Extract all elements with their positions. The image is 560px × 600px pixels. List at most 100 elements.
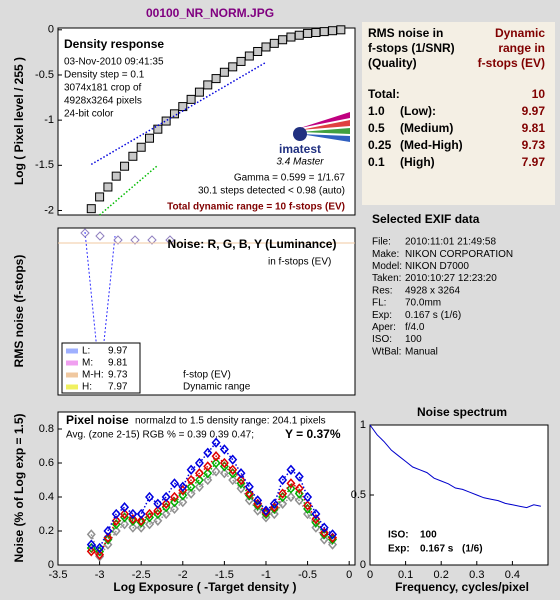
marker [186,488,196,499]
summary-header: f-stops (EV) [478,56,545,70]
marker [120,161,130,171]
marker [145,519,155,530]
exif-title: Selected EXIF data [372,212,480,226]
annotation: 3.4 Master [276,157,324,168]
x-tick-label: -2.5 [132,569,151,581]
marker [311,508,321,520]
marker [278,35,288,45]
marker [128,508,138,520]
marker [203,447,213,458]
annotation: Exp: [388,544,410,555]
y-tick-label: 0.8 [39,423,54,435]
chart-title: Density response [64,37,164,51]
marker [169,503,179,515]
marker [294,471,304,482]
y-axis-label: RMS noise (f-stops) [12,255,26,368]
x-tick-label: -0.5 [298,569,317,581]
row-name: (Med-High) [400,138,463,152]
y-tick-label: 0 [48,559,54,571]
marker [169,496,179,508]
marker [178,496,188,508]
exif-value: Manual [405,346,438,357]
marker [169,491,179,503]
marker [219,468,229,479]
marker [145,508,155,520]
exif-key: Aper: [372,322,396,333]
summary-header: range in [498,41,545,55]
annotation: 3074x181 crop of [64,83,142,94]
marker [111,515,121,526]
annotation: in f-stops (EV) [268,257,331,268]
marker [95,192,105,202]
marker [203,461,213,472]
exif-key: Model: [372,261,402,272]
marker [253,495,263,506]
marker [253,505,263,516]
marker [228,454,238,465]
exif-value: 100 [405,334,422,345]
annotation: 0.167 s [420,544,454,555]
annotation: 24-bit color [64,109,114,120]
annotation: Density step = 0.1 [64,70,145,81]
marker [244,488,254,499]
exif-key: Make: [372,249,399,260]
marker [319,534,329,545]
marker [178,481,188,492]
legend-label: L: [82,346,90,357]
y-tick-label: 0.5 [351,489,366,501]
x-tick-label: 0.4 [505,569,520,581]
marker [211,466,221,477]
marker [211,437,221,448]
marker [219,444,229,455]
marker [161,116,171,126]
y-tick-label: -0.5 [35,69,54,81]
y-tick-label: -1 [44,114,54,126]
exif-value: NIKON CORPORATION [405,249,513,260]
y-tick-label: 0 [360,559,366,571]
annotation: Noise: R, G, B, Y (Luminance) [168,237,337,251]
marker [286,491,296,503]
x-tick-label: 0 [367,569,373,581]
summary-panel [362,22,555,205]
marker [186,474,196,486]
legend-label: M-H: [82,370,104,381]
exif-value: 2010:10:27 12:23:20 [405,273,497,284]
legend-value: 9.97 [108,346,128,357]
series-line [99,164,159,216]
marker [286,464,296,475]
marker [286,32,296,42]
annotation: 03-Nov-2010 09:41:35 [64,57,164,68]
marker [161,508,171,520]
logo [293,112,350,142]
marker [236,468,246,479]
marker [253,46,263,56]
annotation: normalzd to 1.5 density range: 204.1 pix… [135,416,326,427]
chart-title: Noise spectrum [417,405,507,419]
exif-key: File: [372,237,391,248]
marker [328,539,338,550]
row-step: 0.5 [368,121,385,135]
marker [278,498,288,509]
series-line [90,61,267,166]
exif-key: ISO: [372,334,392,345]
exif-key: Taken: [372,273,401,284]
annotation: Y = 0.37% [285,427,341,441]
marker [269,508,279,520]
marker [86,539,96,550]
marker [86,529,96,540]
series-line [90,455,333,556]
file-title: 00100_NR_NORM.JPG [146,6,274,20]
x-tick-label: -1 [261,569,271,581]
row-step: 1.0 [368,104,385,118]
logo-text: imatest [279,142,321,156]
marker [95,549,105,560]
x-axis-label: Frequency, cycles/pixel [395,580,529,594]
y-tick-label: 0 [48,24,54,36]
marker [169,109,179,119]
marker [319,522,329,533]
marker [194,468,204,479]
annotation: (1/6) [462,544,483,555]
marker [211,457,221,469]
marker [153,515,163,526]
